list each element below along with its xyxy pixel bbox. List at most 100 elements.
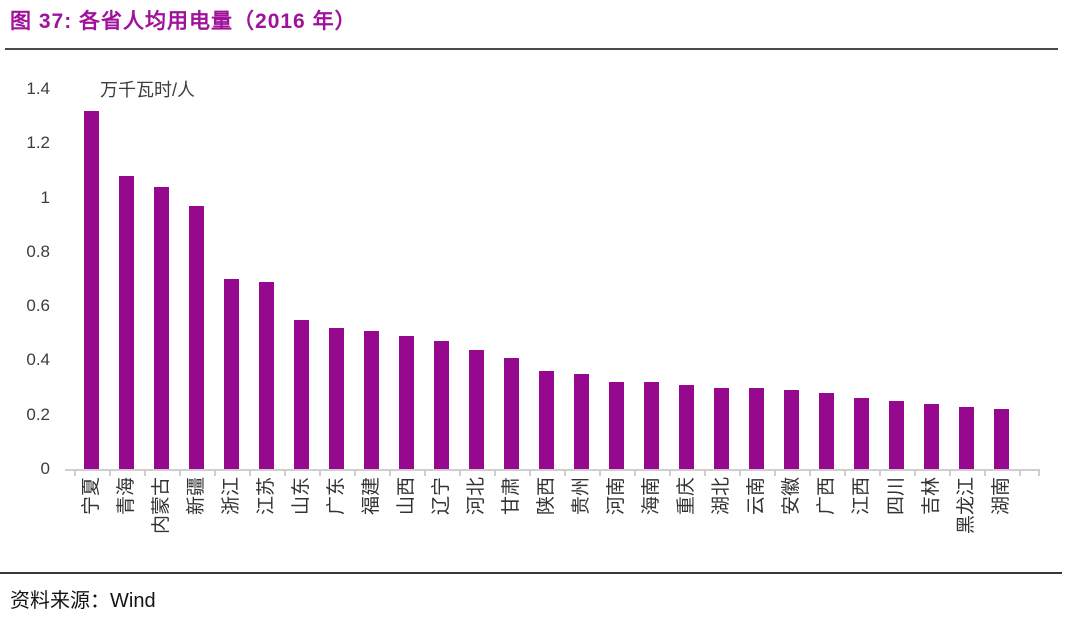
- x-tick-label: 四川: [885, 477, 907, 516]
- x-axis-tick: [809, 471, 811, 476]
- x-tick-label-slot: 山西: [389, 477, 424, 572]
- bar-新疆: [189, 205, 204, 469]
- x-axis-tick: [319, 471, 321, 476]
- x-tick-label-slot: 海南: [634, 477, 669, 572]
- bar-slot: [669, 89, 704, 469]
- x-tick-label-slot: 辽宁: [424, 477, 459, 572]
- x-tick-label-slot: 浙江: [214, 477, 249, 572]
- x-tick-label: 广东: [325, 477, 347, 516]
- x-tick-label: 山东: [290, 477, 312, 516]
- bar-slot: [634, 89, 669, 469]
- x-axis-tick: [354, 471, 356, 476]
- bar-陕西: [539, 371, 554, 469]
- x-axis-tick: [949, 471, 951, 476]
- x-tick-label-slot: 贵州: [564, 477, 599, 572]
- x-axis-tick: [179, 471, 181, 476]
- x-tick-label: 河北: [465, 477, 487, 516]
- bar-slot: [214, 89, 249, 469]
- x-tick-label-slot: 江西: [844, 477, 879, 572]
- bar-云南: [749, 387, 764, 469]
- bar-四川: [889, 401, 904, 469]
- x-axis-tick: [634, 471, 636, 476]
- bar-内蒙古: [154, 186, 169, 469]
- bar-广东: [329, 327, 344, 469]
- x-tick-label-slot: 江苏: [249, 477, 284, 572]
- bar-辽宁: [434, 341, 449, 469]
- bar-广西: [819, 393, 834, 469]
- x-axis-tick: [249, 471, 251, 476]
- bar-安徽: [784, 390, 799, 469]
- x-axis-tick: [669, 471, 671, 476]
- x-labels: 宁夏 青海 内蒙古 新疆 浙江 江苏 山东 广东 福建 山西 辽宁 河北 甘肃 陕西 贵州 河南 海南 重庆 湖北云…: [74, 477, 1019, 572]
- bar-slot: [109, 89, 144, 469]
- bar-福建: [364, 330, 379, 469]
- bar-吉林: [924, 403, 939, 469]
- y-axis-unit-label: 万千瓦时/人: [100, 80, 196, 100]
- x-axis-tick: [494, 471, 496, 476]
- bar-slot: [809, 89, 844, 469]
- y-tick-label: 0.2: [26, 404, 50, 424]
- bar-slot: [529, 89, 564, 469]
- x-tick-label: 重庆: [675, 477, 697, 516]
- bar-青海: [119, 175, 134, 469]
- x-tick-label-slot: 内蒙古: [144, 477, 179, 572]
- x-axis-tick: [774, 471, 776, 476]
- bar-黑龙江: [959, 406, 974, 469]
- x-tick-label-slot: 河南: [599, 477, 634, 572]
- bar-slot: [984, 89, 1019, 469]
- bar-slot: [284, 89, 319, 469]
- bar-slot: [319, 89, 354, 469]
- x-tick-label: 福建: [360, 477, 382, 516]
- x-tick-label: 湖北: [710, 477, 732, 516]
- bar-重庆: [679, 384, 694, 469]
- x-axis-tick: [704, 471, 706, 476]
- bar-slot: [179, 89, 214, 469]
- x-tick-label: 辽宁: [430, 477, 452, 516]
- bar-河南: [609, 382, 624, 469]
- bar-浙江: [224, 279, 239, 469]
- bar-slot: [949, 89, 984, 469]
- x-axis-tick: [109, 471, 111, 476]
- bar-湖北: [714, 387, 729, 469]
- bar-slot: [144, 89, 179, 469]
- footer-divider: [0, 572, 1062, 574]
- bar-海南: [644, 382, 659, 469]
- x-tick-label-slot: 河北: [459, 477, 494, 572]
- bar-贵州: [574, 374, 589, 469]
- figure-title: 图 37: 各省人均用电量（2016 年）: [10, 10, 357, 33]
- x-tick-label: 内蒙古: [150, 477, 172, 535]
- x-tick-label: 吉林: [920, 477, 942, 516]
- x-tick-label-slot: 甘肃: [494, 477, 529, 572]
- x-axis-line: [65, 469, 1040, 471]
- x-tick-label: 浙江: [220, 477, 242, 516]
- bar-slot: [844, 89, 879, 469]
- x-axis-tick: [1038, 471, 1040, 476]
- x-axis-tick: [74, 471, 76, 476]
- x-tick-label-slot: 湖北: [704, 477, 739, 572]
- x-tick-label: 云南: [745, 477, 767, 516]
- bar-slot: [739, 89, 774, 469]
- bar-宁夏: [84, 110, 99, 469]
- x-tick-label: 海南: [640, 477, 662, 516]
- x-tick-label: 宁夏: [80, 477, 102, 516]
- x-axis-tick: [879, 471, 881, 476]
- x-axis-tick: [284, 471, 286, 476]
- bar-slot: [494, 89, 529, 469]
- x-axis-tick: [529, 471, 531, 476]
- x-tick-label: 山西: [395, 477, 417, 516]
- bar-甘肃: [504, 357, 519, 469]
- bar-slot: [564, 89, 599, 469]
- bar-slot: [459, 89, 494, 469]
- x-axis-tick: [459, 471, 461, 476]
- y-tick-label: 1.4: [26, 79, 50, 98]
- x-axis-tick: [389, 471, 391, 476]
- bar-slot: [354, 89, 389, 469]
- x-tick-label: 新疆: [185, 477, 207, 516]
- x-tick-label-slot: 重庆: [669, 477, 704, 572]
- x-tick-label: 江西: [850, 477, 872, 516]
- x-tick-label-slot: 宁夏: [74, 477, 109, 572]
- x-axis-tick: [984, 471, 986, 476]
- bar-slot: [879, 89, 914, 469]
- x-axis-tick: [914, 471, 916, 476]
- bar-湖南: [994, 409, 1009, 469]
